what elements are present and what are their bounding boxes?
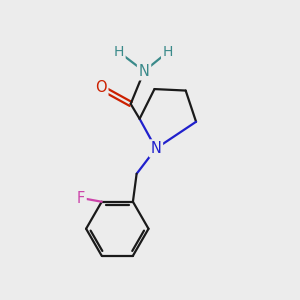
Text: H: H	[114, 45, 124, 59]
Text: N: N	[151, 141, 161, 156]
Text: F: F	[77, 191, 85, 206]
Text: O: O	[95, 80, 107, 95]
Text: H: H	[163, 45, 173, 59]
Text: N: N	[139, 64, 149, 79]
